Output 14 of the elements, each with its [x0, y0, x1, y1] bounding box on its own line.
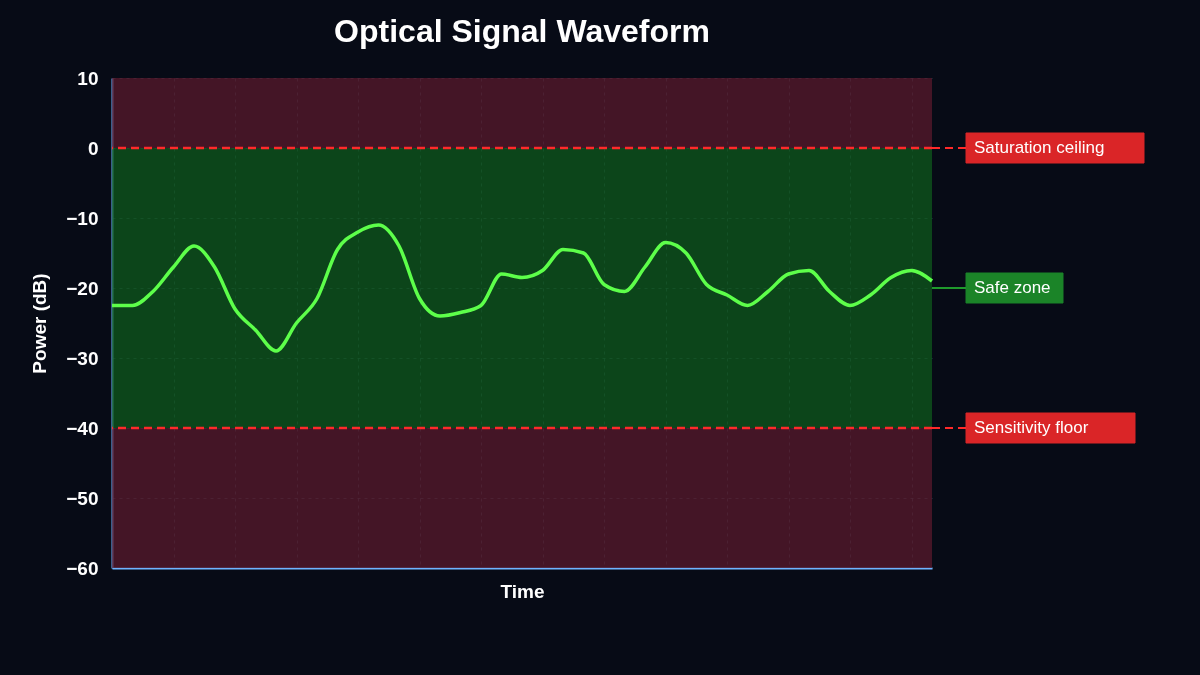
- x-axis-title: Time: [500, 580, 545, 602]
- y-tick-label: −30: [66, 347, 99, 369]
- y-tick-label: −60: [66, 557, 99, 579]
- y-tick-label: −40: [66, 417, 99, 439]
- ref-line-label: Sensitivity floor: [974, 418, 1089, 437]
- y-tick-label: −10: [66, 207, 99, 229]
- chart-title: Optical Signal Waveform: [334, 13, 710, 49]
- band-label: Safe zone: [974, 278, 1051, 297]
- ref-line-label: Saturation ceiling: [974, 138, 1105, 157]
- y-tick-label: −50: [66, 487, 99, 509]
- y-tick-label: 10: [77, 67, 99, 89]
- y-axis-title: Power (dB): [29, 273, 51, 374]
- y-tick-label: −20: [66, 277, 99, 299]
- y-tick-label: 0: [87, 137, 99, 159]
